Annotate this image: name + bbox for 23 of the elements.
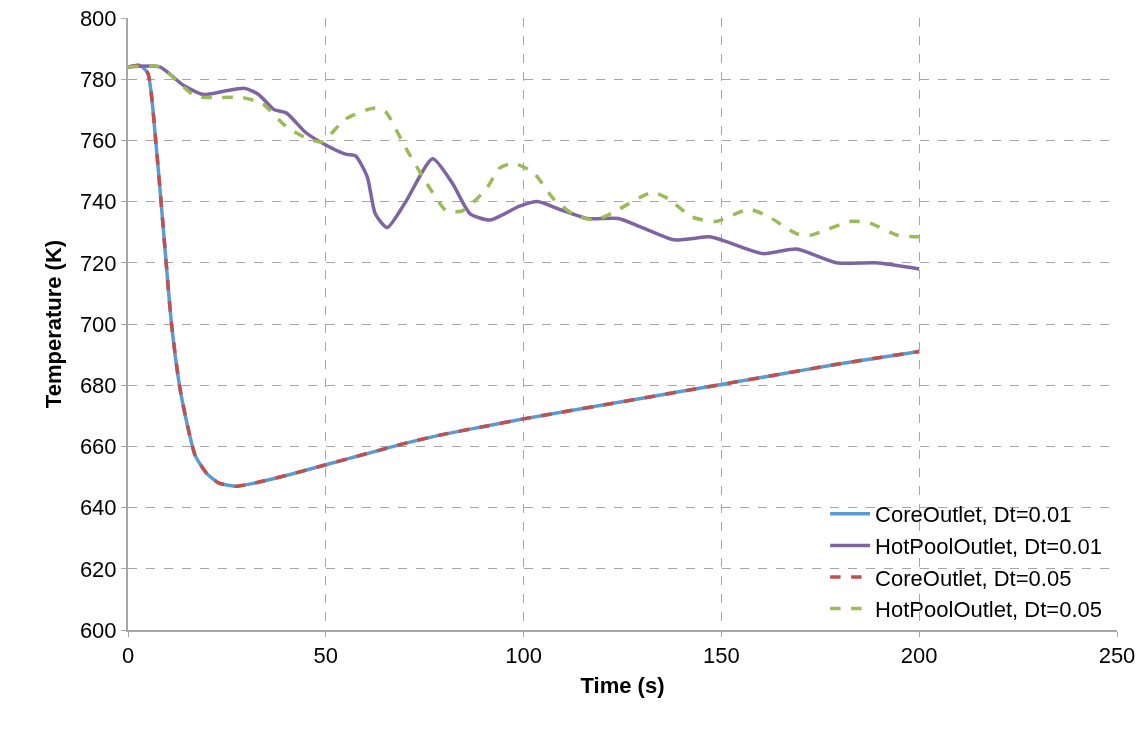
- legend-label: CoreOutlet, Dt=0.05: [875, 565, 1072, 591]
- x-tick-label: 0: [121, 643, 135, 669]
- y-tick-label: 760: [79, 128, 117, 154]
- legend-label: CoreOutlet, Dt=0.01: [875, 502, 1072, 528]
- y-tick-label: 740: [79, 189, 117, 215]
- x-tick-label: 250: [1098, 643, 1136, 669]
- y-tick-label: 640: [79, 495, 117, 521]
- y-tick-label: 720: [79, 250, 117, 276]
- y-tick-label: 780: [79, 66, 117, 92]
- y-tick-label: 800: [79, 5, 117, 31]
- y-tick-label: 700: [79, 311, 117, 337]
- x-tick-label: 200: [900, 643, 938, 669]
- x-tick-label: 50: [313, 643, 339, 669]
- y-tick-label: 620: [79, 556, 117, 582]
- y-tick-label: 600: [79, 617, 117, 643]
- x-tick-label: 100: [505, 643, 542, 669]
- x-axis-title: Time (s): [580, 672, 665, 698]
- legend-label: HotPoolOutlet, Dt=0.05: [875, 597, 1102, 623]
- y-tick-label: 660: [79, 434, 117, 460]
- y-axis-title: Temperature (K): [41, 239, 67, 409]
- x-tick-label: 150: [703, 643, 740, 669]
- legend-label: HotPoolOutlet, Dt=0.01: [875, 533, 1102, 559]
- y-tick-label: 680: [79, 372, 117, 398]
